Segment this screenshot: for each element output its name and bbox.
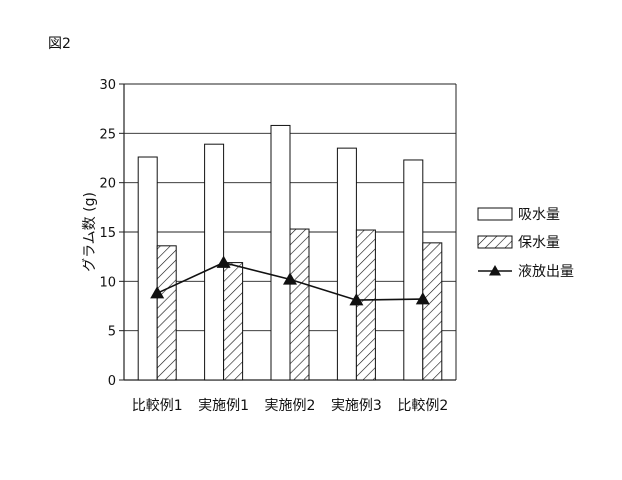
legend-label: 吸水量: [518, 207, 560, 223]
legend: 吸水量保水量液放出量: [478, 207, 574, 280]
x-category-label: 実施例1: [198, 398, 249, 414]
bar-retention: [224, 263, 243, 380]
y-axis-title: グラム数 (g): [82, 192, 98, 272]
y-tick-label: 0: [108, 374, 116, 389]
bar-retention: [290, 229, 309, 380]
y-tick-label: 5: [108, 325, 116, 340]
y-tick-label: 15: [99, 226, 116, 241]
y-tick-label: 30: [99, 78, 116, 93]
bar-absorption: [271, 125, 290, 380]
bars: [138, 125, 442, 380]
legend-swatch: [478, 208, 512, 220]
y-tick-label: 25: [99, 127, 116, 142]
bar-absorption: [138, 157, 157, 380]
bar-retention: [423, 243, 442, 380]
bar-absorption: [404, 160, 423, 380]
legend-label: 保水量: [518, 235, 560, 251]
x-category-label: 実施例3: [331, 398, 382, 414]
legend-swatch: [478, 236, 512, 248]
bar-absorption: [337, 148, 356, 380]
y-tick-label: 20: [99, 177, 116, 192]
x-category-label: 比較例1: [132, 398, 183, 414]
legend-label: 液放出量: [518, 264, 574, 280]
bar-retention: [157, 246, 176, 380]
x-category-label: 比較例2: [397, 398, 448, 414]
y-tick-label: 10: [99, 275, 116, 290]
labels: 0 5 10 15 20 25 30 グラム数 (g) 比較例1 実施例1 実施例2 実施例3 比較例2: [82, 78, 448, 414]
x-category-label: 実施例2: [265, 398, 316, 414]
